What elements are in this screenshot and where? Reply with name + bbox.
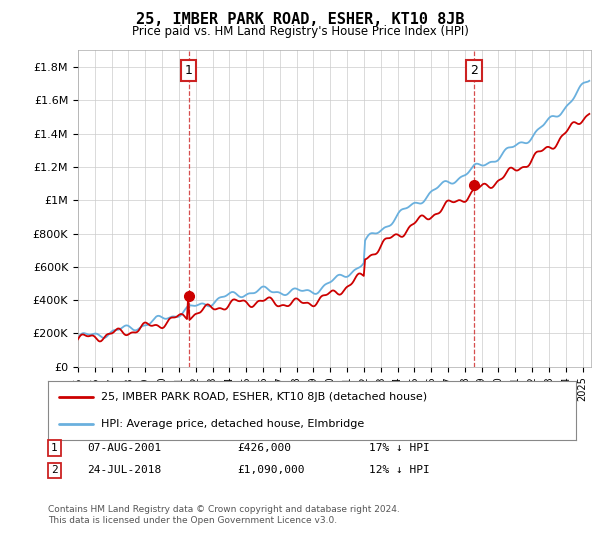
Text: HPI: Average price, detached house, Elmbridge: HPI: Average price, detached house, Elmb… (101, 419, 364, 429)
Text: 25, IMBER PARK ROAD, ESHER, KT10 8JB: 25, IMBER PARK ROAD, ESHER, KT10 8JB (136, 12, 464, 27)
Text: 24-JUL-2018: 24-JUL-2018 (87, 465, 161, 475)
Text: 25, IMBER PARK ROAD, ESHER, KT10 8JB (detached house): 25, IMBER PARK ROAD, ESHER, KT10 8JB (de… (101, 391, 427, 402)
Text: 12% ↓ HPI: 12% ↓ HPI (369, 465, 430, 475)
Text: Price paid vs. HM Land Registry's House Price Index (HPI): Price paid vs. HM Land Registry's House … (131, 25, 469, 38)
Text: 1: 1 (185, 64, 193, 77)
Text: Contains HM Land Registry data © Crown copyright and database right 2024.
This d: Contains HM Land Registry data © Crown c… (48, 505, 400, 525)
Text: 07-AUG-2001: 07-AUG-2001 (87, 443, 161, 453)
Text: 1: 1 (51, 443, 58, 453)
Text: £426,000: £426,000 (237, 443, 291, 453)
Text: 2: 2 (51, 465, 58, 475)
Text: £1,090,000: £1,090,000 (237, 465, 305, 475)
Text: 17% ↓ HPI: 17% ↓ HPI (369, 443, 430, 453)
Text: 2: 2 (470, 64, 478, 77)
